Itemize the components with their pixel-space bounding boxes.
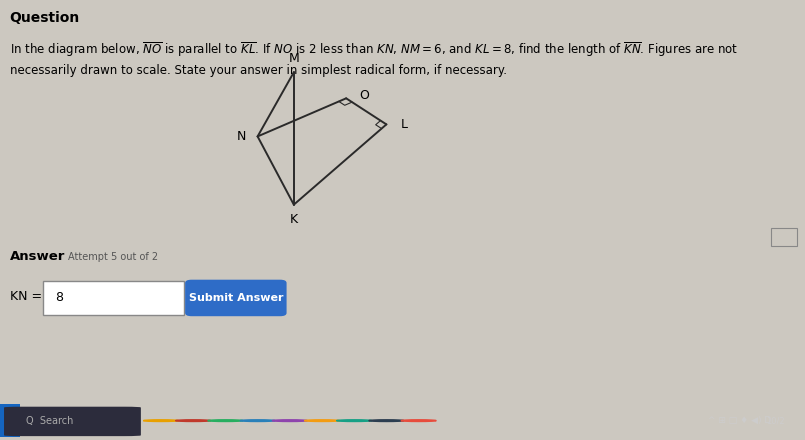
Text: Submit Answer: Submit Answer	[188, 293, 283, 303]
FancyBboxPatch shape	[43, 281, 184, 315]
Text: ^ ⊞ □ ♦ ◀) D: ^ ⊞ □ ♦ ◀) D	[708, 416, 772, 425]
Circle shape	[272, 420, 308, 422]
Circle shape	[401, 420, 436, 422]
Text: In the diagram below, $\overline{NO}$ is parallel to $\overline{KL}$. If $NO$ is: In the diagram below, $\overline{NO}$ is…	[10, 40, 738, 59]
Text: KN =: KN =	[10, 290, 42, 304]
Circle shape	[304, 420, 340, 422]
Text: 10/2: 10/2	[766, 416, 785, 425]
Circle shape	[175, 420, 211, 422]
Text: O: O	[359, 88, 369, 102]
Text: Attempt 5 out of 2: Attempt 5 out of 2	[68, 252, 159, 262]
Text: N: N	[237, 130, 246, 143]
FancyBboxPatch shape	[185, 280, 287, 316]
Text: 8: 8	[55, 291, 63, 304]
FancyBboxPatch shape	[771, 228, 797, 246]
Circle shape	[240, 420, 275, 422]
Text: Q  Search: Q Search	[26, 416, 73, 425]
Text: L: L	[401, 118, 407, 131]
Circle shape	[143, 420, 179, 422]
Text: M: M	[288, 52, 299, 65]
Text: Question: Question	[10, 11, 80, 25]
Text: K: K	[290, 213, 298, 227]
FancyBboxPatch shape	[0, 404, 20, 437]
Circle shape	[208, 420, 243, 422]
FancyBboxPatch shape	[4, 407, 141, 436]
Circle shape	[336, 420, 372, 422]
Text: Answer: Answer	[10, 250, 65, 263]
Text: necessarily drawn to scale. State your answer in simplest radical form, if neces: necessarily drawn to scale. State your a…	[10, 64, 506, 77]
Circle shape	[369, 420, 404, 422]
